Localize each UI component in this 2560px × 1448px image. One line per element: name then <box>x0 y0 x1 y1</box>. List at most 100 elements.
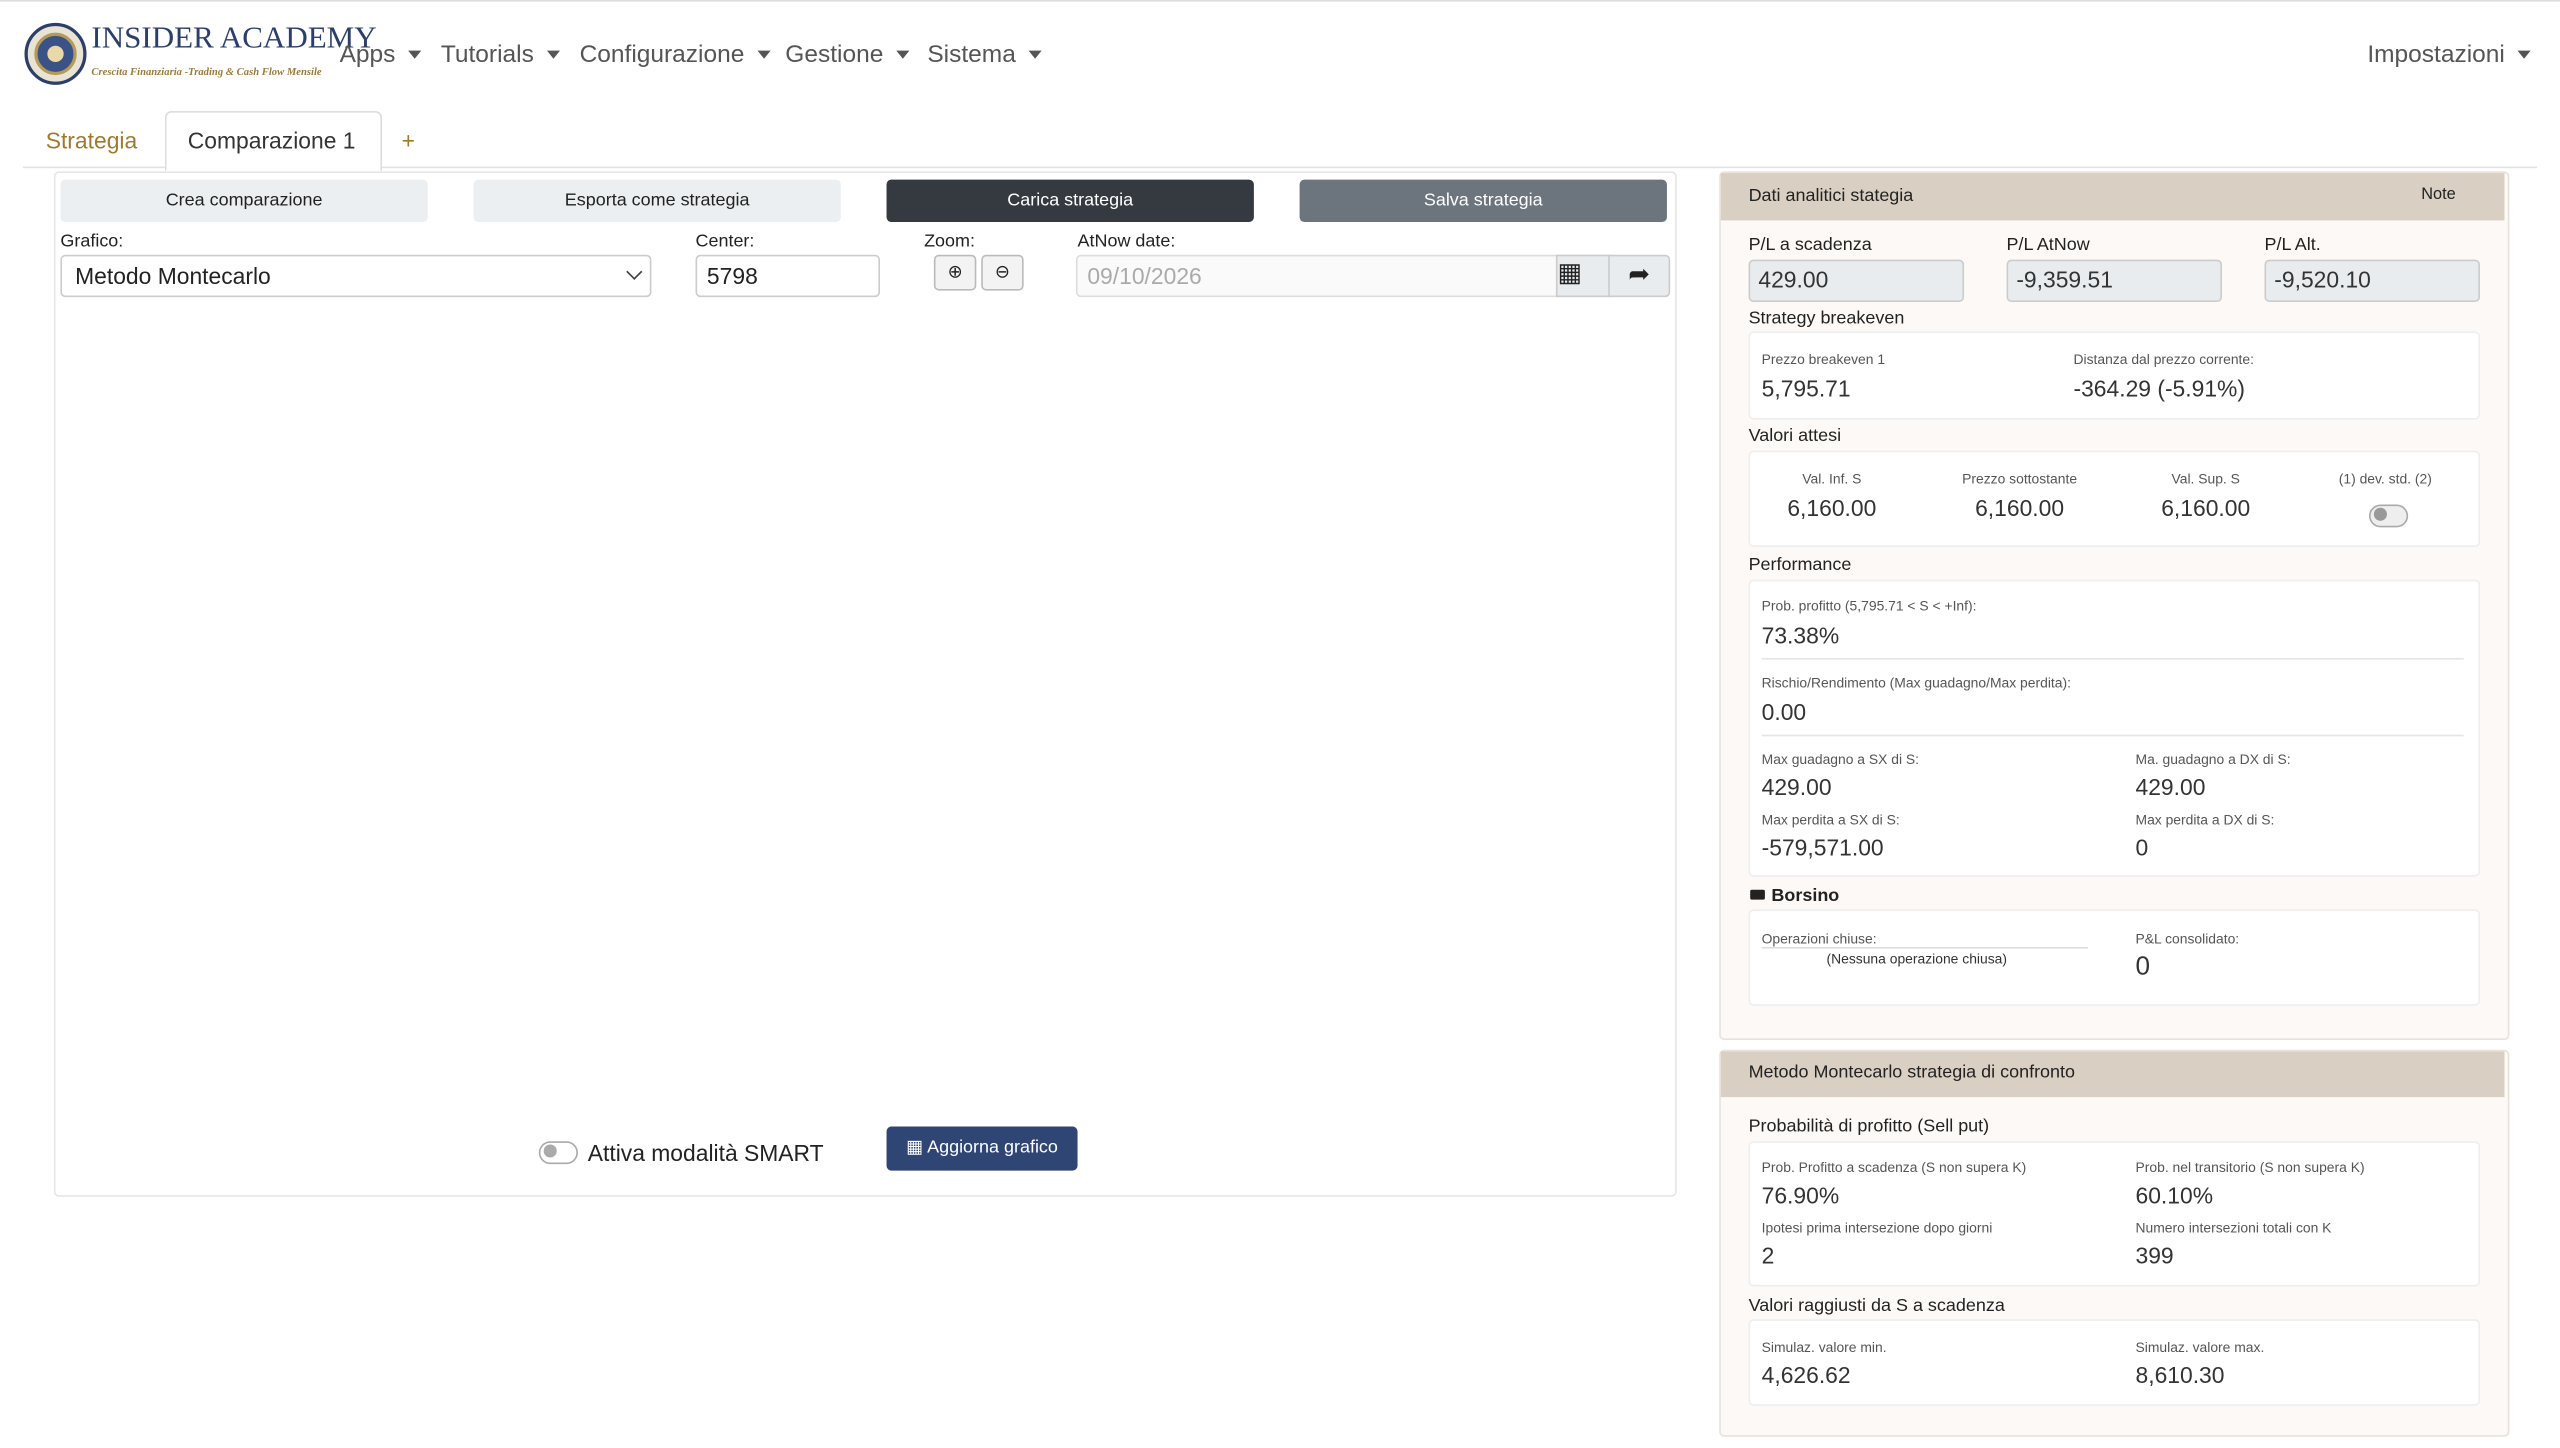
card <box>1748 1319 2480 1406</box>
caret <box>546 50 560 59</box>
field-value: 5,795.71 <box>1761 374 1851 401</box>
input[interactable] <box>695 254 880 298</box>
tab-active <box>164 111 383 172</box>
divider <box>1761 734 2464 737</box>
tagline: Crescita Finanziaria -Trading & Cash Flo… <box>91 67 322 79</box>
field-label: Operazioni chiuse: <box>1761 930 1877 947</box>
panel-title: Dati analitici stategia <box>1748 186 1914 207</box>
pl-label: P/L Alt. <box>2264 235 2321 256</box>
toolbar-button[interactable]: Salva strategia <box>1299 179 1667 223</box>
divider <box>1761 946 2089 949</box>
field-label: Prezzo sottostante <box>1962 470 2078 487</box>
field-label: Prezzo breakeven 1 <box>1761 350 1886 368</box>
nav-item[interactable]: Apps <box>339 40 396 69</box>
field-value: 6,160.00 <box>1975 494 2065 521</box>
tab[interactable]: Comparazione 1 <box>187 126 356 153</box>
pl-value: -9,520.10 <box>2274 265 2371 292</box>
nav-item[interactable]: Gestione <box>785 40 884 69</box>
field-value: 2 <box>1761 1241 1775 1268</box>
pl-field <box>1748 259 1965 303</box>
caret <box>408 50 422 59</box>
label: Zoom: <box>924 232 975 253</box>
field-value: 0 <box>2135 833 2149 860</box>
zoom-out[interactable]: ⊖ <box>981 254 1024 291</box>
card <box>1748 579 2480 877</box>
panel-title: Metodo Montecarlo strategia di confronto <box>1748 1063 2076 1084</box>
card <box>1748 450 2480 547</box>
field-value: 60.10% <box>2135 1181 2214 1208</box>
field-value: -579,571.00 <box>1761 833 1884 860</box>
panel-header <box>1720 1051 2505 1098</box>
field-label: Rischio/Rendimento (Max guadagno/Max per… <box>1761 674 2071 691</box>
nav-item[interactable]: Configurazione <box>579 40 745 69</box>
label: AtNow date: <box>1077 232 1176 253</box>
select-value: Metodo Montecarlo <box>75 262 271 289</box>
navbar-border <box>0 0 2560 2</box>
left-panel <box>53 171 1677 1197</box>
pl-label: P/L AtNow <box>2006 235 2090 256</box>
field-value: 8,610.30 <box>2135 1360 2225 1388</box>
field-label: Distanza dal prezzo corrente: <box>2073 350 2254 368</box>
field-label: Simulaz. valore min. <box>1761 1338 1887 1355</box>
toolbar-button[interactable]: Crea comparazione <box>60 179 428 223</box>
field-value: 0 <box>2135 954 2151 982</box>
update-button[interactable]: ▦ Aggiorna grafico <box>886 1126 1078 1171</box>
pl-field <box>2006 259 2223 303</box>
field-label: Max guadagno a SX di S: <box>1761 750 1920 768</box>
toolbar-button[interactable]: Esporta come strategia <box>473 179 841 223</box>
settings-menu[interactable]: Impostazioni <box>2367 40 2505 69</box>
pl-value: -9,359.51 <box>2016 265 2113 292</box>
panel-header <box>1720 173 2505 221</box>
field-value: 76.90% <box>1761 1181 1840 1208</box>
calendar-button[interactable]: ▦ <box>1555 254 1612 298</box>
pl-label: P/L a scadenza <box>1748 235 1872 256</box>
divider <box>1761 657 2464 660</box>
tab[interactable]: + <box>401 126 415 153</box>
tab[interactable]: Strategia <box>45 126 138 153</box>
section-title: Performance <box>1748 555 1852 576</box>
field-label: Max perdita a SX di S: <box>1761 811 1900 828</box>
zoom-in[interactable]: ⊕ <box>933 254 977 291</box>
note-menu[interactable]: Note <box>2421 186 2456 205</box>
field-value: -364.29 (-5.91%) <box>2073 374 2245 401</box>
share-button[interactable]: ➦ <box>1608 254 1671 298</box>
caret <box>896 50 910 59</box>
pl-value: 429.00 <box>1758 265 1829 292</box>
select[interactable] <box>60 254 652 298</box>
date-value: 09/10/2026 <box>1087 262 1202 289</box>
date-input[interactable] <box>1075 254 1560 298</box>
smart-label: Attiva modalità SMART <box>587 1138 824 1166</box>
section-title: Valori attesi <box>1748 426 1842 447</box>
logo <box>24 22 87 85</box>
button-text: Aggiorna grafico <box>927 1137 1058 1158</box>
nav-item[interactable]: Tutorials <box>440 40 534 69</box>
field-value: 0.00 <box>1761 698 1807 725</box>
toggle-knob <box>543 1144 557 1158</box>
toolbar-button[interactable]: Carica strategia <box>886 179 1254 223</box>
pl-field <box>2264 259 2480 303</box>
card <box>1748 331 2480 420</box>
field-label: Numero intersezioni totali con K <box>2135 1219 2332 1236</box>
field-label: Val. Inf. S <box>1802 470 1862 487</box>
field-label: P&L consolidato: <box>2135 930 2240 947</box>
section-title: Probabilità di profitto (Sell put) <box>1748 1117 1990 1137</box>
label: Grafico: <box>60 232 124 253</box>
field-label: Prob. nel transitorio (S non supera K) <box>2135 1159 2365 1176</box>
card <box>1748 1141 2480 1287</box>
caret <box>757 50 771 59</box>
field-value: 429.00 <box>1761 773 1832 800</box>
field-value: 4,626.62 <box>1761 1360 1851 1388</box>
section-title: Strategy breakeven <box>1748 309 1905 329</box>
field-text: (Nessuna operazione chiusa) <box>1826 950 2007 967</box>
caret <box>1028 50 1042 59</box>
tab-line <box>22 166 2538 169</box>
card <box>1748 909 2480 1006</box>
field-label: Prob. profitto (5,795.71 < S < +Inf): <box>1761 597 1977 614</box>
field-value: 73.38% <box>1761 621 1840 648</box>
toggle-knob <box>2373 507 2387 521</box>
field-value: 6,160.00 <box>1787 494 1877 521</box>
nav-item[interactable]: Sistema <box>927 40 1016 69</box>
section-title: Valori raggiusti da S a scadenza <box>1748 1296 2005 1317</box>
